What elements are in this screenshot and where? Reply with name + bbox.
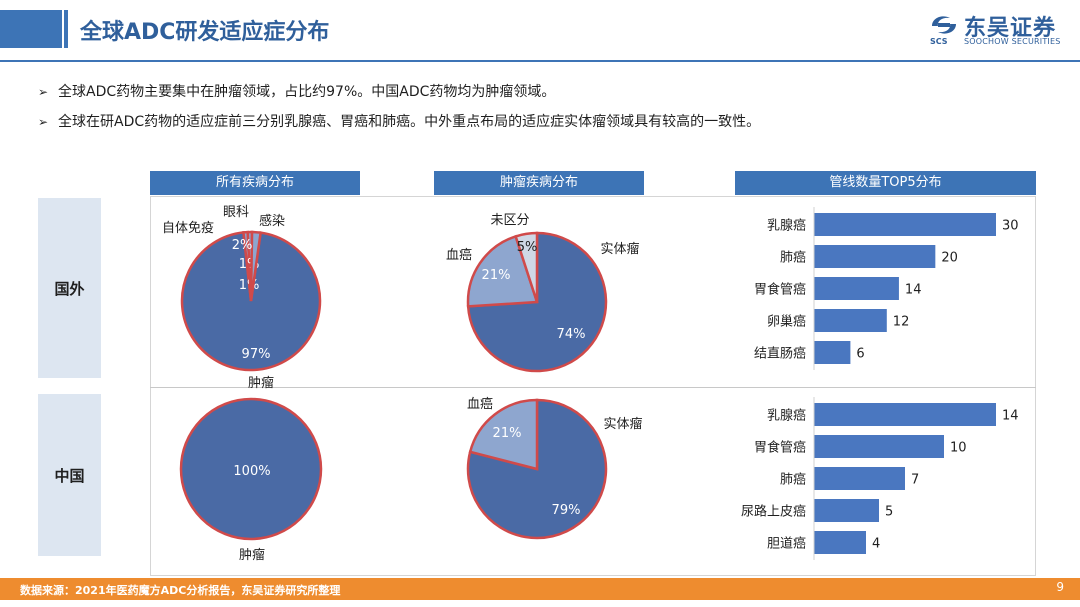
bar-china-top5 xyxy=(814,531,866,554)
bar-china-top5 xyxy=(814,499,879,522)
bar-value-label: 14 xyxy=(905,283,922,298)
bar-foreign-top5 xyxy=(814,341,851,364)
pie-category-label: 未区分 xyxy=(490,213,529,228)
pie-category-label: 血癌 xyxy=(446,247,472,263)
bar-category-label: 肺癌 xyxy=(780,250,806,266)
pie-category-label: 感染 xyxy=(259,213,285,229)
pie-slice-china-tumor xyxy=(468,398,539,471)
bar-value-label: 4 xyxy=(872,537,880,552)
pie-value-label: 5% xyxy=(517,240,538,255)
bullet-item: ➢ 全球在研ADC药物的适应症前三分别乳腺癌、胃癌和肺癌。中外重点布局的适应症实… xyxy=(38,112,760,132)
pie-value-label: 97% xyxy=(242,347,271,362)
chart-panel xyxy=(150,196,1036,576)
footer-bar xyxy=(0,578,1080,600)
bar-foreign-top5 xyxy=(814,277,899,300)
pie-category-label: 肿瘤 xyxy=(239,547,265,563)
bar-china-top5 xyxy=(814,403,996,426)
column-header-top5: 管线数量TOP5分布 xyxy=(735,171,1036,195)
pie-slice-foreign-tumor xyxy=(514,231,539,303)
bar-category-label: 胆道癌 xyxy=(767,536,806,552)
pie-value-label: 21% xyxy=(482,268,511,283)
pie-value-label: 21% xyxy=(493,426,522,441)
pie-category-label: 自体免疫 xyxy=(162,220,214,236)
bar-china-top5 xyxy=(814,467,905,490)
pie-value-label: 74% xyxy=(557,327,586,342)
brand-abbreviation: SCS xyxy=(930,37,948,46)
bar-value-label: 5 xyxy=(885,505,893,520)
pie-slice-foreign-all xyxy=(180,231,322,372)
bar-foreign-top5 xyxy=(814,213,996,236)
bar-category-label: 乳腺癌 xyxy=(767,218,806,234)
pie-slice-china-all xyxy=(179,397,323,541)
bar-value-label: 6 xyxy=(856,347,864,362)
bar-category-label: 胃食管癌 xyxy=(754,282,806,298)
bar-china-top5 xyxy=(814,435,944,458)
pie-slice-foreign-all xyxy=(249,230,263,302)
footer-source: 数据来源：2021年医药魔方ADC分析报告，东吴证券研究所整理 xyxy=(20,584,341,597)
bullet-text: 全球在研ADC药物的适应症前三分别乳腺癌、胃癌和肺癌。中外重点布局的适应症实体瘤… xyxy=(58,114,761,130)
brand-name-english: SOOCHOW SECURITIES xyxy=(964,37,1061,46)
column-header-tumor: 肿瘤疾病分布 xyxy=(434,171,644,195)
page-number: 9 xyxy=(1056,580,1064,594)
bar-value-label: 12 xyxy=(893,315,910,330)
row-label-china: 中国 xyxy=(38,394,101,556)
bar-foreign-top5 xyxy=(814,309,887,332)
soochow-logo-icon xyxy=(932,16,956,34)
bar-category-label: 乳腺癌 xyxy=(767,408,806,424)
bar-category-label: 胃食管癌 xyxy=(754,440,806,456)
arrow-bullet-icon: ➢ xyxy=(38,115,49,129)
bullet-list: ➢ 全球ADC药物主要集中在肿瘤领域，占比约97%。中国ADC药物均为肿瘤领域。… xyxy=(38,82,760,142)
header-divider xyxy=(0,60,1080,62)
pie-category-label: 实体瘤 xyxy=(603,416,642,432)
bar-value-label: 7 xyxy=(911,473,919,488)
pie-value-label: 79% xyxy=(552,503,581,518)
bar-category-label: 肺癌 xyxy=(780,472,806,488)
page-title: 全球ADC研发适应症分布 xyxy=(80,20,330,45)
pie-category-label: 肿瘤 xyxy=(248,375,274,391)
column-header-all-diseases: 所有疾病分布 xyxy=(150,171,360,195)
bar-value-label: 14 xyxy=(1002,409,1019,424)
title-accent-bar xyxy=(0,10,62,48)
bar-value-label: 30 xyxy=(1002,219,1019,234)
bullet-text: 全球ADC药物主要集中在肿瘤领域，占比约97%。中国ADC药物均为肿瘤领域。 xyxy=(58,84,556,100)
bar-category-label: 卵巢癌 xyxy=(767,314,806,330)
arrow-bullet-icon: ➢ xyxy=(38,85,49,99)
brand-name: 东吴证券 xyxy=(964,16,1057,41)
title-accent-divider xyxy=(64,10,68,48)
pie-value-label: 100% xyxy=(233,464,270,479)
row-label-foreign: 国外 xyxy=(38,198,101,378)
bar-value-label: 10 xyxy=(950,441,967,456)
row-divider xyxy=(150,387,1036,388)
bullet-item: ➢ 全球ADC药物主要集中在肿瘤领域，占比约97%。中国ADC药物均为肿瘤领域。 xyxy=(38,82,760,102)
brand-logo: SCS 东吴证券 SOOCHOW SECURITIES xyxy=(928,10,1068,50)
bar-category-label: 结直肠癌 xyxy=(754,346,806,362)
pie-slice-foreign-tumor xyxy=(466,234,539,308)
bar-foreign-top5 xyxy=(814,245,936,268)
pie-category-label: 眼科 xyxy=(223,205,249,220)
pie-category-label: 血癌 xyxy=(467,396,493,412)
pie-value-label: 2% xyxy=(232,238,253,253)
bar-value-label: 20 xyxy=(941,251,958,266)
bar-category-label: 尿路上皮癌 xyxy=(741,504,806,520)
pie-category-label: 实体瘤 xyxy=(600,241,639,257)
